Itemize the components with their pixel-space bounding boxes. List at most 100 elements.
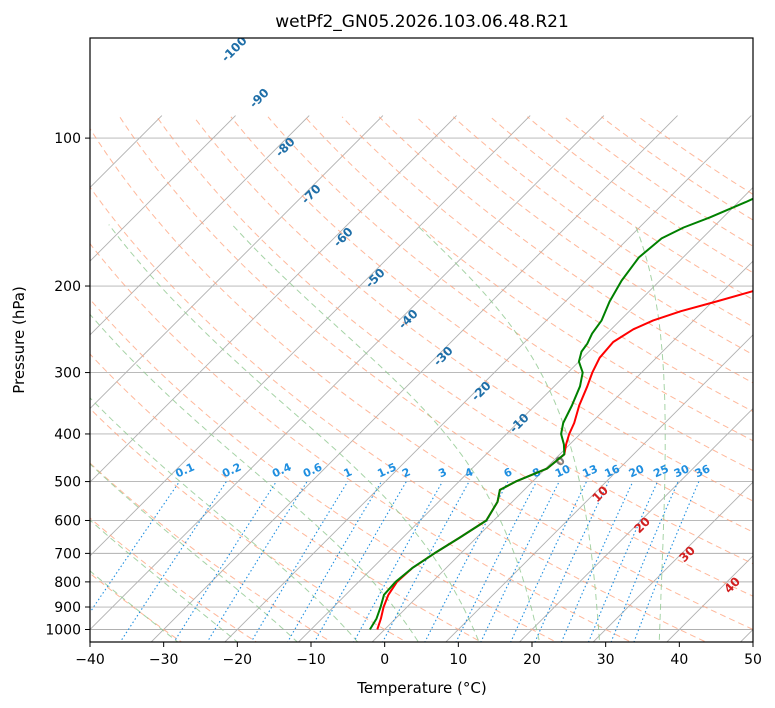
mixing-ratio-label: 0.6: [301, 460, 324, 480]
dry-adiabat-line: [527, 116, 753, 274]
isotherm-line: [90, 115, 236, 262]
mixing-ratio-label: 10: [553, 462, 573, 480]
isotherm-line: [90, 115, 310, 336]
isotherm-line: [90, 115, 531, 557]
mixing-ratio-label: 2: [400, 465, 412, 480]
dry-adiabat-line: [90, 353, 483, 642]
x-tick-label: 40: [670, 652, 688, 668]
y-tick-label: 400: [54, 427, 81, 443]
x-tick-label: 30: [597, 652, 615, 668]
x-tick-label: −40: [75, 652, 105, 668]
moist-adiabat-line: [415, 224, 601, 642]
dry-adiabat-label: -40: [396, 307, 421, 332]
x-tick-label: −10: [296, 652, 326, 668]
dry-adiabat-label: 30: [676, 543, 698, 565]
y-axis-ticks: 1000 900 800 700 600 500 400 300 200 100: [45, 131, 90, 639]
moist-adiabat-line: [634, 224, 666, 642]
moist-adiabat-line: [90, 397, 359, 642]
mixing-ratio-line: [455, 481, 537, 642]
dry-adiabat-label: 10: [589, 483, 611, 505]
moist-adiabat-line: [90, 570, 179, 642]
y-tick-label: 600: [54, 513, 81, 529]
dry-adiabat-line: [90, 462, 333, 642]
dry-adiabat-line: [267, 116, 753, 472]
y-tick-label: 700: [54, 546, 81, 562]
plot-area: 0.1 0.2 0.4 0.6 1 1.5 2 3 4 6 8 10 13 16 20 25 30 36-100-…: [90, 38, 753, 642]
mixing-ratio-label: 3: [436, 465, 448, 480]
y-tick-label: 100: [54, 131, 81, 147]
x-tick-label: 20: [523, 652, 541, 668]
dry-adiabat-line: [90, 242, 633, 642]
mixing-ratio-line: [173, 481, 277, 642]
moist-adiabat-line: [108, 224, 480, 642]
sounding-series: [369, 197, 753, 631]
y-tick-label: 800: [54, 575, 81, 591]
y-tick-label: 1000: [45, 623, 81, 639]
x-tick-label: −20: [223, 652, 253, 668]
y-tick-label: 300: [54, 366, 81, 382]
mixing-ratio-line: [206, 481, 308, 642]
mixing-ratio-label: 1: [342, 465, 354, 480]
dry-adiabat-line: [90, 186, 708, 642]
mixing-ratio-label: 0.1: [173, 461, 196, 481]
x-axis-label: Temperature (°C): [356, 679, 486, 697]
moist-adiabat-line: [231, 224, 540, 642]
mixing-ratio-line: [560, 481, 634, 642]
mixing-ratio-label: 20: [627, 462, 647, 480]
dry-adiabat-label: -30: [431, 344, 456, 369]
x-tick-label: 0: [380, 652, 389, 668]
dry-adiabat-line: [415, 116, 753, 356]
isotherm-line: [90, 115, 457, 483]
dry-adiabat-line: [90, 298, 558, 642]
y-tick-label: 900: [54, 600, 81, 616]
mixing-ratio-line: [313, 481, 407, 642]
isotherm-line: [224, 115, 752, 642]
dewpoint-line: [369, 197, 753, 631]
mixing-ratio-line: [587, 481, 659, 642]
moist-adiabat-line: [90, 463, 298, 642]
mixing-ratio-line: [480, 481, 560, 642]
y-tick-label: 500: [54, 475, 81, 491]
dry-adiabat-line: [90, 517, 258, 642]
isotherm-lines: [90, 115, 753, 642]
mixing-ratio-label: 13: [580, 462, 599, 480]
dry-adiabat-label: -90: [247, 86, 272, 111]
y-axis-label: Pressure (hPa): [10, 286, 28, 394]
mixing-ratio-line: [610, 481, 679, 642]
mixing-ratio-line: [633, 481, 700, 642]
isotherm-line: [666, 555, 753, 642]
moist-adiabat-line: [90, 313, 419, 642]
temperature-line: [376, 289, 753, 630]
dry-adiabat-line: [193, 116, 753, 533]
dry-adiabat-line: [638, 116, 753, 195]
isotherm-line: [297, 186, 753, 642]
dry-adiabat-line: [304, 116, 753, 442]
chart-title: wetPf2_GN05.2026.103.06.48.R21: [275, 12, 569, 32]
dry-adiabat-line: [156, 116, 753, 565]
mixing-ratio-line: [119, 481, 227, 642]
plot-frame: [89, 37, 754, 643]
isotherm-line: [518, 407, 753, 642]
mixing-ratio-line: [510, 481, 587, 642]
mixing-ratio-label: 36: [693, 462, 713, 480]
mixing-ratio-line: [286, 481, 382, 642]
isobar-lines: [90, 137, 753, 630]
x-tick-label: 10: [449, 652, 467, 668]
mixing-ratio-line: [353, 481, 443, 642]
dry-adiabat-label: -70: [299, 182, 324, 207]
dry-adiabat-line: [601, 116, 753, 221]
dry-adiabat-label: 40: [721, 574, 743, 596]
mixing-ratio-label: 25: [651, 462, 670, 480]
mixing-ratio-label: 0.4: [270, 460, 293, 480]
x-tick-label: −30: [149, 652, 179, 668]
isotherm-line: [371, 260, 753, 642]
mixing-ratio-line: [534, 481, 610, 642]
isotherm-line: [90, 115, 605, 631]
mixing-ratio-label: 0.2: [220, 461, 243, 481]
mixing-ratio-label: 30: [672, 462, 692, 480]
isotherm-line: [90, 115, 384, 410]
mixing-ratio-lines: [90, 481, 700, 642]
moist-adiabat-lines: [90, 224, 666, 642]
y-tick-label: 200: [54, 279, 81, 295]
